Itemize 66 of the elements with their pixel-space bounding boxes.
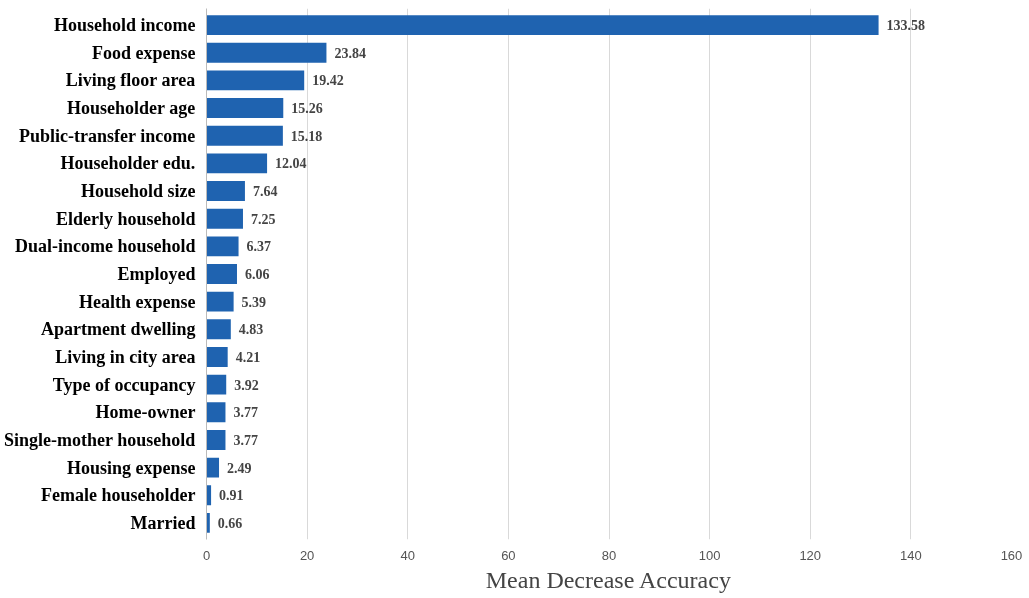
bar bbox=[206, 347, 228, 367]
x-tick-label: 140 bbox=[900, 547, 922, 563]
data-label: 23.84 bbox=[334, 45, 366, 61]
y-tick-label: Household income bbox=[53, 15, 196, 36]
x-tick-label: 0 bbox=[202, 547, 211, 563]
y-tick-label: Type of occupancy bbox=[52, 374, 196, 395]
bar bbox=[206, 429, 226, 450]
x-tick-label: 20 bbox=[299, 547, 315, 563]
bar bbox=[206, 208, 243, 229]
y-tick-label: Home-owner bbox=[95, 402, 196, 423]
bar bbox=[206, 98, 284, 119]
data-label: 7.25 bbox=[250, 211, 276, 227]
data-label: 15.18 bbox=[290, 128, 323, 144]
y-tick-label: Apartment dwelling bbox=[41, 319, 196, 340]
data-label: 6.06 bbox=[244, 267, 270, 282]
data-label: 2.49 bbox=[227, 460, 252, 476]
bar bbox=[206, 42, 327, 63]
y-tick-label: Housing expense bbox=[66, 457, 196, 478]
y-tick-label: Dual-income household bbox=[14, 236, 196, 257]
y-tick-label: Living floor area bbox=[65, 70, 196, 91]
data-label: 6.37 bbox=[246, 239, 272, 255]
x-tick-label: 60 bbox=[501, 547, 516, 563]
y-tick-label: Health expense bbox=[79, 291, 196, 312]
x-tick-label: 100 bbox=[698, 547, 721, 563]
bar bbox=[206, 70, 305, 91]
y-tick-label: Employed bbox=[117, 264, 196, 284]
bar bbox=[206, 153, 268, 174]
bar bbox=[206, 181, 245, 201]
bar bbox=[206, 291, 234, 312]
bar bbox=[206, 457, 220, 478]
y-tick-label: Single-mother household bbox=[3, 429, 196, 450]
data-label: 0.66 bbox=[217, 515, 243, 531]
data-label: 12.04 bbox=[275, 156, 307, 172]
bar bbox=[206, 402, 226, 423]
y-tick-label: Elderly household bbox=[55, 208, 196, 229]
bar bbox=[206, 374, 227, 395]
x-tick-label: 160 bbox=[1000, 547, 1023, 563]
bar bbox=[206, 512, 210, 533]
y-tick-label: Household size bbox=[80, 181, 196, 202]
y-tick-label: Female householder bbox=[41, 485, 196, 506]
data-label: 3.77 bbox=[233, 405, 258, 421]
y-tick-label: Married bbox=[130, 512, 196, 533]
x-tick-label: 40 bbox=[400, 547, 415, 563]
bar bbox=[206, 15, 879, 36]
x-tick-label: 80 bbox=[601, 547, 617, 563]
y-tick-label: Householder age bbox=[67, 98, 196, 119]
y-tick-label: Food expense bbox=[92, 42, 196, 63]
data-label: 7.64 bbox=[252, 184, 278, 200]
bar bbox=[206, 125, 283, 146]
data-label: 133.58 bbox=[886, 18, 926, 34]
bar bbox=[206, 236, 239, 257]
y-tick-label: Living in city area bbox=[55, 346, 196, 367]
data-label: 0.91 bbox=[219, 488, 244, 504]
data-label: 15.26 bbox=[291, 101, 323, 117]
y-tick-label: Householder edu. bbox=[60, 153, 196, 174]
bar bbox=[206, 264, 237, 284]
data-label: 19.42 bbox=[312, 73, 344, 89]
x-axis-title: Mean Decrease Accuracy bbox=[485, 566, 731, 593]
y-tick-label: Public-transfer income bbox=[19, 125, 196, 146]
x-tick-label: 120 bbox=[799, 547, 822, 563]
data-label: 5.39 bbox=[241, 294, 267, 310]
bar bbox=[206, 319, 231, 340]
data-label: 3.77 bbox=[233, 432, 258, 448]
data-label: 4.83 bbox=[238, 322, 264, 338]
data-label: 4.21 bbox=[235, 349, 261, 365]
data-label: 3.92 bbox=[234, 377, 259, 393]
